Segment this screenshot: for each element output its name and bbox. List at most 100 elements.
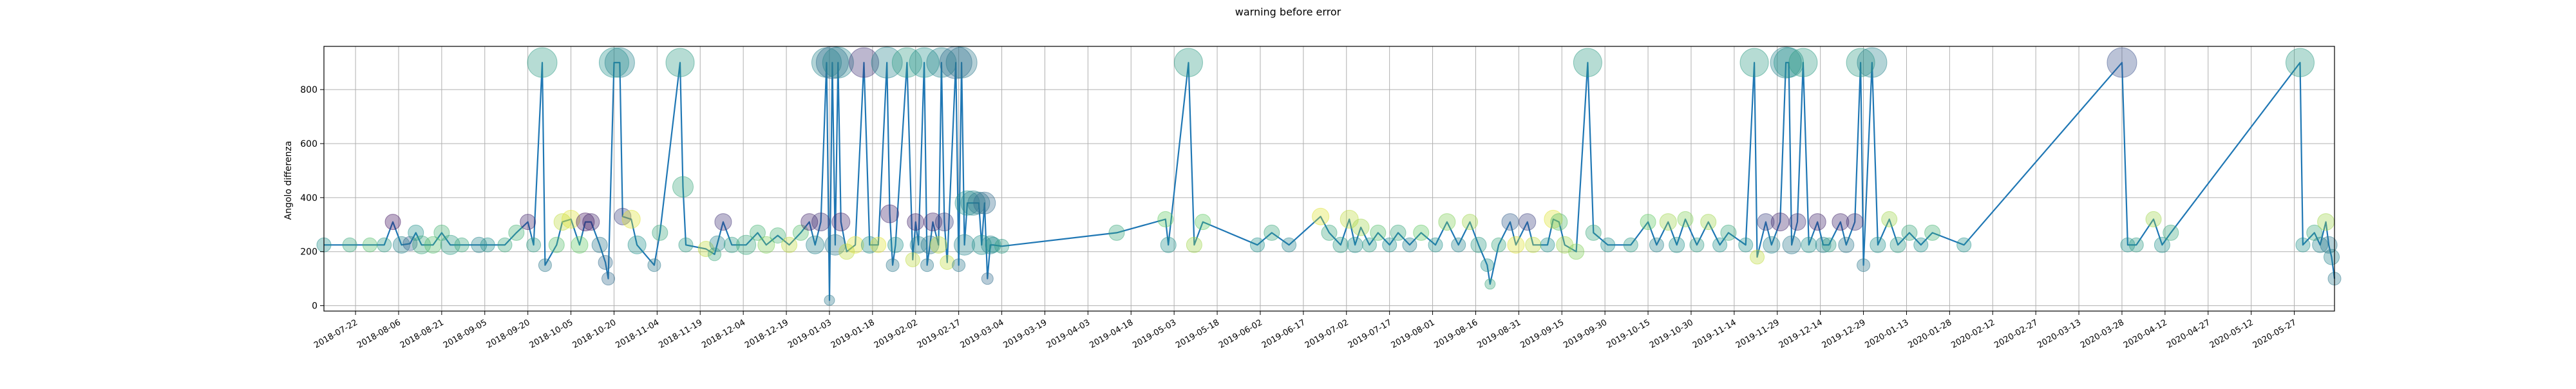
x-tick-label: 2018-11-19 [657,318,704,350]
data-point [548,236,565,253]
data-point [1838,236,1855,253]
data-point [1108,224,1125,241]
y-tick-label: 800 [300,85,317,95]
x-tick-label: 2019-07-02 [1303,318,1350,350]
data-point [591,236,608,253]
data-point [2320,236,2338,254]
data-point [2317,213,2335,231]
data-point [954,190,980,216]
data-point [824,294,835,306]
data-point [811,213,831,232]
data-point [1889,236,1906,253]
data-point [971,234,992,255]
data-point [1501,213,1519,231]
data-point [1525,236,1542,253]
data-point [860,236,878,254]
data-point [1361,237,1377,252]
data-point [1484,278,1496,290]
x-tick-label: 2020-05-12 [2208,318,2255,350]
data-point [527,47,558,78]
data-point [806,235,825,254]
data-point [2163,224,2179,241]
data-point [1815,236,1832,253]
data-point [471,236,488,253]
x-tick-label: 2019-03-19 [1002,318,1049,350]
data-point [749,224,766,241]
data-point [2285,48,2315,77]
data-point [846,236,864,254]
data-point [1846,213,1864,231]
x-tick-label: 2020-03-13 [2036,318,2083,350]
data-point [1250,237,1265,252]
data-point [945,46,978,79]
x-tick-label: 2018-08-21 [399,318,446,350]
data-point [1568,243,1585,260]
data-point [384,214,401,231]
chart-title: warning before error [1235,6,1341,18]
data-point [1264,224,1280,241]
x-tick-label: 2020-04-27 [2165,318,2212,350]
data-point [1540,237,1555,252]
data-point [1782,235,1801,254]
data-point [1573,48,1602,77]
x-tick-label: 2019-07-17 [1347,318,1394,350]
data-point [2154,236,2170,253]
data-point [848,47,879,78]
data-point [781,236,798,253]
data-point [2145,211,2162,227]
data-point [1160,236,1177,253]
data-point [520,214,536,231]
x-tick-label: 2020-02-27 [1993,318,2040,350]
data-point [1282,237,1297,252]
data-point [736,234,757,255]
data-point [2120,237,2136,252]
data-point [967,191,990,214]
data-point [571,236,589,254]
data-markers [316,46,2342,306]
data-point [1913,237,1929,252]
x-tick-label: 2018-10-20 [571,318,618,350]
x-tick-label: 2020-01-13 [1864,318,1911,350]
data-point [1788,48,1818,77]
data-point [1881,211,1898,227]
data-point [454,237,469,252]
x-tick-label: 2019-06-17 [1260,318,1307,350]
x-tick-label: 2018-12-04 [700,318,747,350]
data-point [1649,237,1664,252]
data-point [973,191,996,214]
data-point [887,236,904,253]
data-point [424,236,442,254]
data-point [408,224,424,241]
data-point [1770,213,1790,232]
data-point [440,234,460,255]
data-point [621,209,641,229]
data-point [538,258,552,272]
data-point [1470,236,1487,253]
x-tick-label: 2019-05-18 [1174,318,1221,350]
data-point [652,224,668,241]
data-point [1712,237,1728,252]
data-point [926,47,957,78]
x-tick-label: 2019-06-02 [1217,318,1264,350]
data-point [929,236,947,254]
data-point [526,237,542,252]
data-point [960,190,986,216]
data-point [342,237,357,252]
data-point [1924,224,1941,241]
x-tick-label: 2018-07-22 [312,318,359,350]
data-point [1857,258,1871,272]
x-tick-label: 2018-09-20 [485,318,532,350]
plot-frame [323,46,2335,312]
data-point [709,235,726,252]
y-axis-label: Angolo differenza [283,141,294,220]
data-point [1462,214,1479,231]
data-point [1901,224,1918,241]
x-tick-label: 2019-09-15 [1519,318,1566,350]
x-tick-label: 2018-10-05 [528,318,575,350]
grid [324,46,2334,311]
x-ticks: 2018-07-222018-08-062018-08-212018-09-05… [312,311,2298,350]
x-tick-label: 2020-05-27 [2251,318,2298,350]
data-point [598,255,613,270]
